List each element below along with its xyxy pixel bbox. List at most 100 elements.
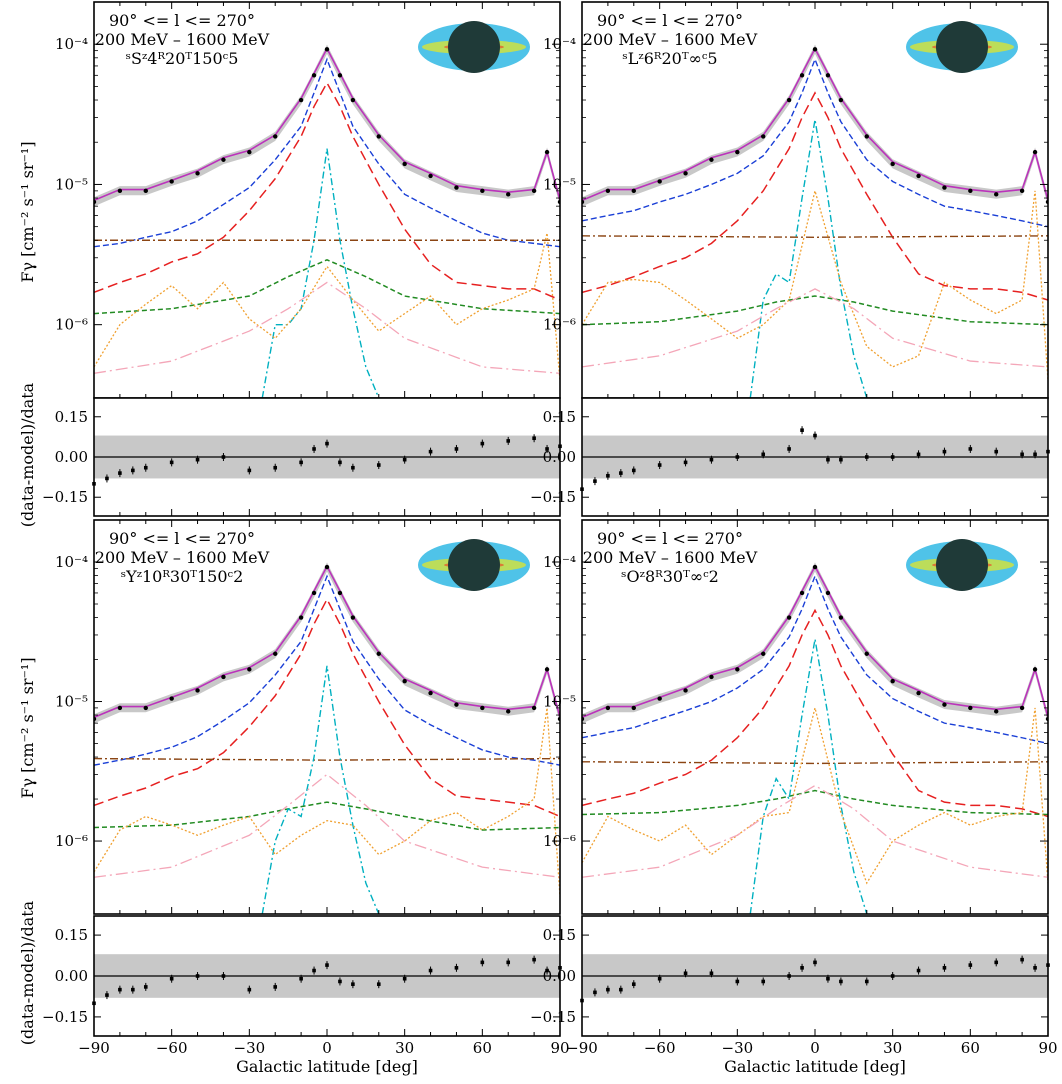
residual-point (195, 974, 200, 978)
data-point (838, 615, 844, 620)
series-line-residual_sources (94, 232, 560, 381)
residual-point (247, 987, 252, 992)
data-point (786, 615, 792, 620)
data-point (994, 192, 999, 197)
residual-point (1033, 452, 1037, 457)
xlabel-right: Galactic latitude [deg] (724, 1057, 906, 1076)
data-point (195, 688, 200, 693)
data-point (968, 705, 973, 711)
data-point (298, 615, 304, 620)
residual-point (454, 447, 459, 451)
data-point (531, 705, 537, 711)
series-line-model (94, 46, 560, 202)
data-point (631, 188, 636, 194)
data-point (631, 705, 636, 711)
series-group (582, 562, 1048, 914)
residual-y-tick-label: −0.15 (42, 1008, 88, 1026)
residual-point (545, 968, 549, 973)
data-point (916, 690, 921, 696)
data-point (506, 192, 511, 197)
residual-point (619, 987, 623, 992)
panel-title-line: 200 MeV – 1600 MeV (95, 548, 270, 567)
residual-point (657, 976, 662, 981)
residual-panel-3: 0.15 0.00 −0.15 −90 −60 −30 0 30 60 90 (42, 915, 570, 1057)
residual-point (942, 449, 947, 454)
series-line-ics (94, 574, 560, 766)
panel-4: 10⁻⁴ 10⁻⁵ 10⁻⁶ 90° <= l <= 270°200 MeV – 16… (543, 519, 1049, 915)
residual-point (942, 966, 947, 970)
panel-title-line: 90° <= l <= 270° (109, 11, 255, 30)
y-tick-label: 10⁻⁶ (543, 316, 576, 334)
data-point (812, 564, 818, 570)
residual-point (480, 441, 485, 446)
x-tick-label: 60 (961, 1039, 980, 1057)
residual-panel-4: 0.15 0.00 −0.15 −90 −60 −30 0 30 60 90 (530, 915, 1058, 1057)
residual-y-tick-label: 0.15 (543, 926, 576, 944)
residual-point (683, 460, 688, 465)
data-point (298, 97, 304, 103)
data-point (376, 134, 381, 139)
residual-point (105, 476, 109, 481)
data-point (480, 188, 485, 194)
y-tick-label: 10⁻⁶ (55, 832, 88, 850)
residual-point (735, 979, 740, 984)
data-point (942, 185, 947, 190)
residual-point (376, 463, 381, 467)
data-point (544, 667, 550, 672)
data-point (825, 590, 831, 596)
residual-point (994, 449, 999, 454)
x-tick-label: −30 (722, 1039, 754, 1057)
residual-point (338, 979, 342, 984)
residual-point (657, 463, 662, 467)
residual-point (376, 982, 381, 986)
series-line-sources (749, 639, 868, 914)
residual-point (916, 452, 921, 457)
skymap-mask (936, 539, 988, 591)
series-line-isotropic (582, 235, 1048, 238)
x-tick-label: 30 (395, 1039, 414, 1057)
residual-point (839, 457, 843, 462)
residual-point (735, 455, 740, 459)
residual-panel-2: 0.15 0.00 −0.15 (530, 397, 1050, 517)
residual-point (338, 460, 342, 465)
residual-point (143, 985, 148, 989)
panel-2: 10⁻⁴ 10⁻⁵ 10⁻⁶ 90° <= l <= 270°200 MeV – 16… (543, 1, 1049, 399)
data-point (311, 73, 317, 78)
series-line-pi0 (94, 597, 560, 818)
residual-point (169, 976, 174, 981)
residual-point (787, 447, 791, 451)
y-tick-label: 10⁻⁴ (543, 553, 576, 571)
panel-title-line: 200 MeV – 1600 MeV (95, 30, 270, 49)
data-point (657, 696, 662, 701)
residual-point (619, 471, 623, 475)
x-tick-label: −90 (566, 1039, 598, 1057)
data-point (605, 188, 611, 194)
residual-point (968, 447, 973, 451)
data-point (735, 667, 740, 672)
residual-point (131, 468, 135, 473)
axis-labels-layer: Fγ [cm⁻² s⁻¹ sr⁻¹] (data-model)/data Fγ … (18, 141, 906, 1076)
series-line-extra (582, 288, 1048, 368)
residual-point (890, 455, 895, 459)
data-point (890, 161, 895, 167)
residual-point (631, 982, 636, 986)
residual-point (118, 471, 122, 475)
residual-point (1020, 452, 1024, 457)
data-point (311, 590, 317, 596)
data-point (709, 674, 714, 680)
data-point (402, 161, 407, 167)
residual-point (709, 457, 714, 462)
data-point (683, 171, 688, 176)
residual-y-tick-label: −0.15 (42, 488, 88, 506)
data-point (761, 134, 766, 139)
y-tick-label: 10⁻⁵ (543, 175, 576, 193)
data-point (143, 705, 148, 711)
series-line-extra (582, 784, 1048, 878)
data-point (480, 705, 485, 711)
residual-y-tick-label: 0.00 (543, 448, 576, 466)
series-line-residual_sources (582, 707, 1048, 885)
data-point (324, 47, 330, 52)
panels-layer: 10⁻⁴10⁻⁵10⁻⁶90° <= l <= 270°200 MeV – 16… (42, 1, 1058, 1057)
panel-title-line: 90° <= l <= 270° (597, 11, 743, 30)
x-tick-label: 90 (550, 1039, 569, 1057)
